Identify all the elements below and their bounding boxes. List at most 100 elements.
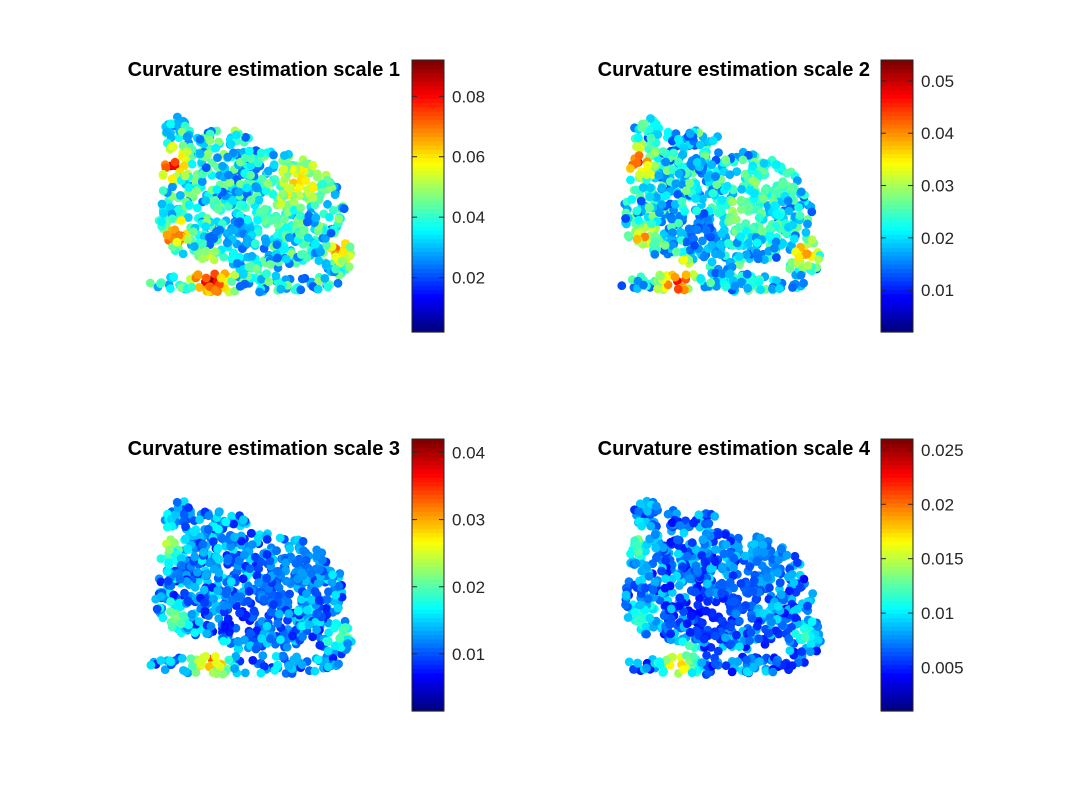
data-point — [254, 195, 264, 205]
data-point — [787, 661, 797, 670]
data-point — [654, 171, 664, 181]
data-point — [307, 568, 316, 578]
data-point — [653, 284, 662, 294]
colorbar-band — [412, 494, 444, 500]
colorbar-band — [412, 327, 444, 333]
colorbar-tick-label: 0.04 — [921, 124, 954, 143]
data-point — [161, 163, 171, 173]
data-point — [203, 524, 213, 534]
data-point — [325, 212, 334, 222]
data-point — [698, 236, 707, 246]
data-point — [643, 160, 653, 170]
colorbar-band — [412, 213, 444, 218]
colorbar-band — [881, 102, 913, 108]
data-point — [806, 640, 816, 649]
data-point — [220, 601, 229, 611]
data-point — [752, 621, 762, 631]
colorbar-band — [881, 451, 913, 457]
colorbar-band — [412, 276, 444, 282]
colorbar-band — [881, 494, 913, 500]
colorbar-band — [412, 706, 444, 712]
data-point — [787, 623, 796, 632]
colorbar-band — [412, 447, 444, 453]
data-point — [284, 660, 294, 670]
data-point — [784, 206, 794, 216]
colorbar-band — [412, 558, 444, 563]
data-point — [745, 562, 755, 571]
data-point — [259, 662, 269, 671]
data-point — [807, 235, 817, 245]
data-point — [659, 667, 668, 676]
data-point — [271, 214, 281, 224]
colorbar-band — [881, 702, 913, 708]
data-point — [668, 228, 677, 238]
colorbar-band — [881, 251, 913, 257]
colorbar-tick-label: 0.04 — [452, 443, 485, 462]
data-point — [695, 593, 704, 603]
colorbar-band — [412, 651, 444, 657]
data-point — [680, 207, 689, 216]
data-point — [702, 225, 711, 235]
data-point — [704, 588, 714, 598]
colorbar-tick-label: 0.01 — [452, 645, 485, 664]
data-point — [669, 148, 678, 158]
colorbar-band — [881, 230, 913, 235]
panel-title: Curvature estimation scale 2 — [598, 59, 870, 81]
data-point — [651, 543, 661, 553]
data-point — [262, 573, 271, 583]
colorbar-band — [881, 145, 913, 150]
data-point — [232, 592, 242, 602]
data-point — [735, 223, 744, 232]
colorbar-band — [881, 532, 913, 538]
data-point — [291, 559, 301, 568]
data-point — [246, 161, 256, 170]
data-point — [162, 567, 172, 577]
data-point — [251, 264, 261, 273]
data-point — [758, 540, 768, 550]
data-point — [743, 283, 753, 293]
colorbar-band — [412, 553, 444, 559]
colorbar-band — [412, 600, 444, 606]
colorbar-band — [881, 634, 913, 640]
data-point — [275, 533, 285, 543]
colorbar-band — [881, 647, 913, 653]
data-point — [156, 577, 166, 587]
data-point — [183, 213, 193, 222]
data-point — [623, 613, 633, 622]
data-point — [301, 159, 311, 169]
data-point — [209, 255, 219, 265]
data-point — [169, 590, 179, 600]
data-point — [230, 532, 240, 542]
data-point — [650, 578, 660, 587]
data-point — [643, 506, 652, 516]
data-point — [735, 642, 744, 652]
data-point — [644, 203, 654, 212]
data-point — [643, 594, 653, 604]
data-point — [644, 572, 654, 581]
data-point — [752, 594, 762, 604]
data-point — [657, 200, 667, 210]
colorbar-tick-label: 0.02 — [452, 269, 485, 288]
data-point — [323, 662, 333, 672]
data-point — [766, 225, 776, 234]
data-point — [162, 127, 172, 137]
data-point — [637, 521, 646, 531]
data-point — [805, 647, 815, 657]
colorbar-band — [881, 464, 913, 470]
data-point — [731, 609, 741, 619]
data-point — [189, 527, 199, 537]
data-point — [323, 646, 333, 656]
data-point — [268, 190, 278, 199]
data-point — [257, 634, 266, 643]
data-point — [741, 226, 751, 236]
data-point — [670, 200, 680, 209]
colorbar-band — [881, 541, 913, 546]
data-point — [639, 280, 648, 290]
data-point — [276, 284, 286, 294]
data-point — [210, 247, 220, 257]
data-point — [748, 587, 758, 596]
data-point — [281, 576, 291, 586]
colorbar-band — [412, 111, 444, 116]
colorbar-band — [881, 60, 913, 65]
